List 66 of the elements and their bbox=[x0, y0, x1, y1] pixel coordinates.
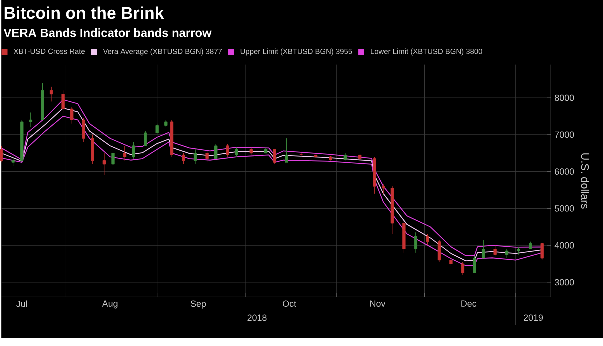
candlestick bbox=[505, 249, 509, 259]
y-tick-label: 3000 bbox=[554, 279, 574, 286]
x-tick-label: Aug bbox=[102, 300, 118, 309]
candlestick bbox=[473, 256, 476, 274]
y-tick-label: 7000 bbox=[555, 132, 574, 138]
candlestick bbox=[285, 138, 288, 163]
candlestick bbox=[29, 112, 33, 128]
candlestick bbox=[0, 146, 4, 163]
candlestick bbox=[214, 144, 218, 160]
candlestick bbox=[314, 154, 318, 158]
candlestick bbox=[414, 232, 418, 254]
candlestick bbox=[461, 262, 465, 276]
candlestick bbox=[494, 245, 497, 257]
x-tick-label: Jul bbox=[16, 300, 28, 308]
candlestick bbox=[112, 149, 115, 165]
candlestick bbox=[373, 156, 376, 194]
candlestick bbox=[164, 120, 168, 128]
candlestick bbox=[206, 151, 209, 163]
y-tick-label: 8000 bbox=[555, 94, 574, 102]
candlestick bbox=[194, 149, 198, 165]
y-tick-label: 6000 bbox=[555, 168, 574, 176]
candlestick bbox=[82, 118, 86, 143]
candlestick bbox=[358, 154, 362, 162]
candlestick bbox=[529, 242, 532, 250]
x-tick-label: Oct bbox=[283, 300, 296, 308]
y-tick-label: 4000 bbox=[554, 242, 574, 249]
candlestick bbox=[390, 186, 394, 235]
candlestick bbox=[182, 153, 186, 165]
candlestick bbox=[235, 148, 238, 158]
candlestick bbox=[382, 184, 386, 194]
x-tick-label: Sep bbox=[190, 300, 206, 309]
candlestick bbox=[12, 156, 15, 167]
chart-subtitle: VERA Bands Indicator bands narrow bbox=[4, 28, 212, 38]
candlestick bbox=[329, 156, 332, 162]
candlestick bbox=[226, 144, 230, 158]
candlestick bbox=[144, 131, 148, 146]
candlestick bbox=[50, 86, 54, 102]
candlestick bbox=[250, 148, 253, 156]
candlestick bbox=[264, 148, 268, 154]
x-tick-label: Nov bbox=[370, 300, 386, 308]
candlestick bbox=[300, 153, 303, 158]
candlestick bbox=[540, 243, 544, 261]
candlestick bbox=[438, 240, 442, 262]
candlestick bbox=[344, 153, 347, 162]
candlestick bbox=[517, 247, 520, 256]
candlestick bbox=[41, 83, 44, 120]
candlestick bbox=[20, 120, 24, 162]
y-tick-label: 5000 bbox=[555, 206, 574, 212]
candlestick bbox=[62, 90, 65, 114]
y-axis-title: U.S. dollars bbox=[581, 154, 590, 209]
candlestick bbox=[70, 107, 74, 124]
candlestick bbox=[156, 124, 159, 136]
candlestick bbox=[123, 146, 127, 162]
candlestick bbox=[170, 120, 174, 158]
candlestick bbox=[91, 134, 94, 165]
candlestick bbox=[402, 221, 406, 254]
x-tick-label: Dec bbox=[462, 300, 477, 308]
candlestick bbox=[102, 153, 106, 176]
candlestick bbox=[450, 258, 453, 266]
candlestick bbox=[482, 240, 486, 259]
candlestick bbox=[426, 234, 430, 246]
candlestick bbox=[273, 149, 276, 165]
candlestick bbox=[132, 142, 136, 160]
x2-tick-label: 2019 bbox=[524, 314, 544, 322]
chart-title: Bitcoin on the Brink bbox=[4, 6, 164, 20]
x2-tick-label: 2018 bbox=[248, 314, 267, 322]
